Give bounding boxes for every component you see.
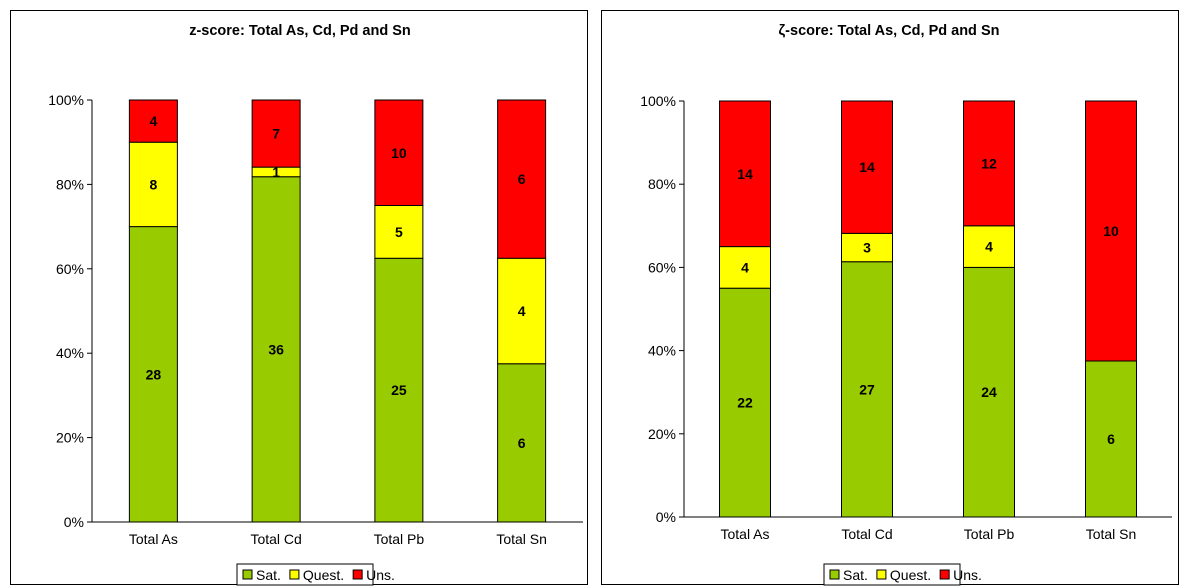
bar-segment-quest-0 bbox=[128, 141, 178, 228]
data-label: 25 bbox=[391, 382, 407, 398]
data-label: 27 bbox=[859, 381, 875, 397]
bar-segment-uns-1 bbox=[251, 99, 301, 168]
bar-segment-sat-2 bbox=[963, 266, 1015, 518]
legend-box bbox=[823, 563, 961, 586]
bar-segment-uns-0 bbox=[128, 99, 178, 143]
data-label: 6 bbox=[518, 435, 526, 451]
y-tick-label: 60% bbox=[56, 261, 84, 277]
legend-label: Uns. bbox=[953, 567, 982, 583]
data-label: 28 bbox=[146, 366, 162, 382]
legend-swatch bbox=[939, 569, 950, 580]
data-label: 1 bbox=[272, 164, 280, 180]
y-tick-label: 100% bbox=[48, 92, 84, 108]
bar-segment-sat-0 bbox=[128, 226, 178, 523]
x-category-label: Total Cd bbox=[250, 531, 301, 547]
data-label: 14 bbox=[859, 159, 875, 175]
x-category-label: Total Pb bbox=[374, 531, 425, 547]
x-category-label: Total Sn bbox=[496, 531, 547, 547]
legend-label: Quest. bbox=[890, 567, 931, 583]
chart-panel-z-score: z-score: Total As, Cd, Pd and Sn 0% 20% 40%… bbox=[10, 10, 588, 586]
y-tick-label: 20% bbox=[56, 430, 84, 446]
legend-box bbox=[236, 563, 374, 586]
chart-title: ζ-score: Total As, Cd, Pd and Sn bbox=[779, 23, 1000, 39]
legend-swatch bbox=[829, 569, 840, 580]
data-label: 24 bbox=[981, 384, 997, 400]
legend-label: Uns. bbox=[366, 567, 395, 583]
data-label: 22 bbox=[737, 395, 753, 411]
data-label: 4 bbox=[741, 259, 749, 275]
bar-segment-sat-1 bbox=[251, 176, 301, 523]
y-tick-label: 100% bbox=[640, 93, 676, 109]
data-label: 8 bbox=[149, 176, 157, 192]
x-category-label: Total Pb bbox=[964, 526, 1015, 542]
data-label: 7 bbox=[272, 126, 280, 142]
data-label: 12 bbox=[981, 155, 997, 171]
y-tick-label: 60% bbox=[648, 259, 676, 275]
z-score-chart: z-score: Total As, Cd, Pd and Sn 0% 20% 40%… bbox=[48, 23, 583, 586]
y-tick-label: 40% bbox=[56, 345, 84, 361]
x-category-label: Total Sn bbox=[1086, 526, 1137, 542]
legend: Sat. Quest. Uns. bbox=[236, 563, 395, 586]
x-category-label: Total As bbox=[720, 526, 769, 542]
data-label: 10 bbox=[391, 145, 407, 161]
legend-label: Sat. bbox=[256, 567, 281, 583]
y-tick-label: 80% bbox=[648, 176, 676, 192]
bar-segment-sat-1 bbox=[841, 261, 893, 518]
data-label: 36 bbox=[268, 341, 284, 357]
legend-label: Quest. bbox=[303, 567, 344, 583]
data-label: 4 bbox=[149, 113, 157, 129]
legend-swatch bbox=[289, 569, 300, 580]
bar-segment-sat-2 bbox=[374, 257, 424, 523]
legend-swatch bbox=[876, 569, 887, 580]
bar-segment-quest-3 bbox=[497, 257, 547, 365]
legend: Sat. Quest. Uns. bbox=[823, 563, 982, 586]
bar-segment-uns-0 bbox=[719, 100, 771, 248]
y-tick-label: 80% bbox=[56, 176, 84, 192]
bar-segment-sat-3 bbox=[1085, 360, 1137, 518]
data-label: 10 bbox=[1103, 223, 1119, 239]
chart-panel-zeta-score: ζ-score: Total As, Cd, Pd and Sn 0% 20% 40%… bbox=[601, 10, 1179, 586]
bar-segment-sat-3 bbox=[497, 363, 547, 523]
bar-segment-sat-0 bbox=[719, 287, 771, 518]
bar-segment-quest-2 bbox=[374, 205, 424, 259]
zeta-score-chart: ζ-score: Total As, Cd, Pd and Sn 0% 20% 40%… bbox=[640, 23, 1172, 586]
legend-swatch bbox=[352, 569, 363, 580]
x-category-label: Total As bbox=[129, 531, 178, 547]
bar-segment-uns-2 bbox=[374, 99, 424, 206]
x-category-label: Total Cd bbox=[841, 526, 892, 542]
bar-segment-uns-3 bbox=[1085, 100, 1137, 362]
data-label: 4 bbox=[985, 239, 993, 255]
data-label: 6 bbox=[518, 171, 526, 187]
y-tick-label: 20% bbox=[648, 426, 676, 442]
y-tick-label: 40% bbox=[648, 343, 676, 359]
y-tick-label: 0% bbox=[656, 509, 676, 525]
bar-segment-uns-2 bbox=[963, 100, 1015, 227]
legend-label: Sat. bbox=[843, 567, 868, 583]
data-label: 3 bbox=[863, 240, 871, 256]
y-tick-label: 0% bbox=[64, 514, 84, 530]
bar-segment-uns-3 bbox=[497, 99, 547, 259]
legend-swatch bbox=[242, 569, 253, 580]
data-label: 4 bbox=[518, 303, 526, 319]
chart-title: z-score: Total As, Cd, Pd and Sn bbox=[189, 23, 411, 39]
data-label: 5 bbox=[395, 224, 403, 240]
bar-segment-uns-1 bbox=[841, 100, 893, 234]
data-label: 6 bbox=[1107, 431, 1115, 447]
data-label: 14 bbox=[737, 166, 753, 182]
